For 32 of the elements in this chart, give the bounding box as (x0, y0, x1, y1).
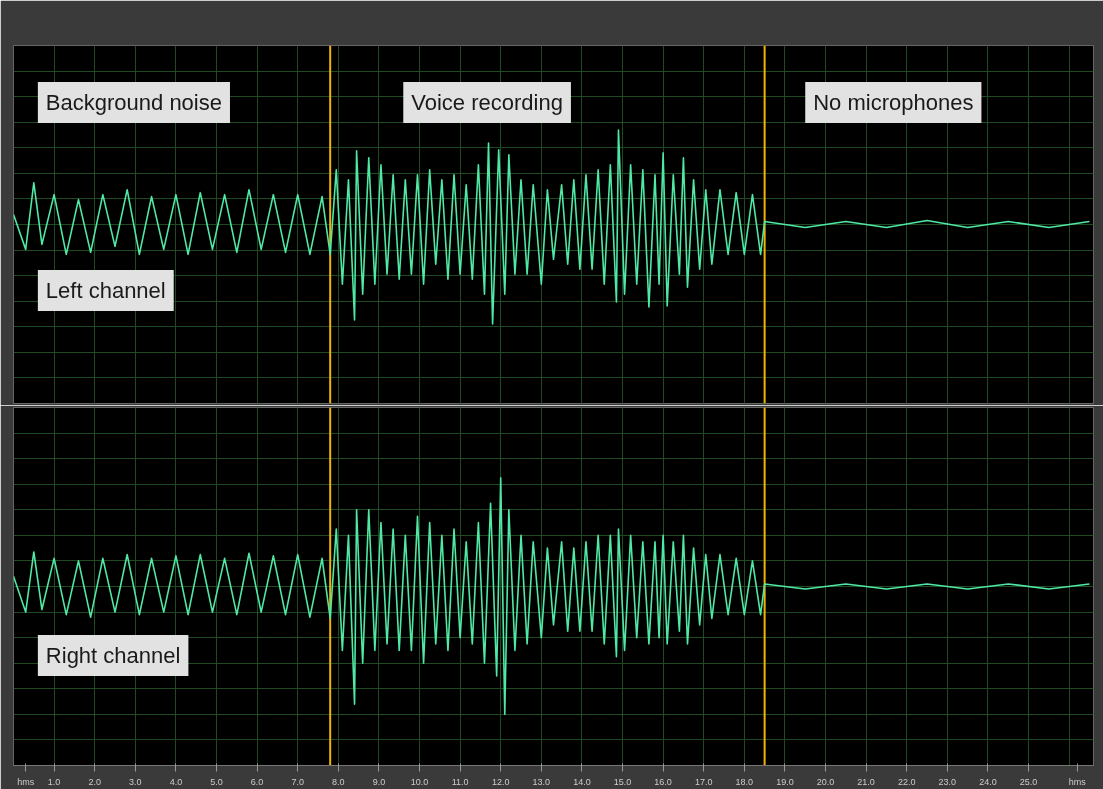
x-tick-label: 8.0 (332, 776, 345, 787)
text: No microphones (813, 90, 974, 116)
x-tick-label: 13.0 (532, 776, 551, 787)
x-tick-label: 10.0 (410, 776, 429, 787)
x-tick-label: 16.0 (654, 776, 672, 787)
x-tick-label: 18.0 (735, 776, 754, 787)
x-tick-label: 14.0 (573, 776, 591, 787)
x-tick-label: 7.0 (291, 776, 304, 787)
x-tick-label: 23.0 (938, 776, 957, 787)
annotation: Right channel (45, 643, 181, 668)
x-tick-label: hms (17, 776, 35, 787)
x-tick-label: 21.0 (857, 776, 875, 787)
x-tick-label: 20.0 (816, 776, 835, 787)
x-tick-label: 25.0 (1019, 776, 1038, 787)
text: Voice recording (411, 90, 563, 116)
x-tick-label: 3.0 (129, 776, 142, 787)
x-tick-label: 24.0 (979, 776, 997, 787)
text: Background noise (45, 90, 222, 116)
x-tick-label: 4.0 (169, 776, 183, 787)
annotation: Left channel (45, 278, 166, 304)
x-tick-label: 9.0 (372, 776, 386, 787)
x-tick-label: 1.0 (47, 776, 61, 787)
x-tick-label: 17.0 (694, 776, 713, 787)
x-tick-label: 12.0 (491, 776, 510, 787)
x-tick-label: 22.0 (897, 776, 916, 787)
x-tick-label: 15.0 (613, 776, 632, 787)
x-tick-label: 2.0 (88, 776, 101, 787)
x-tick-label: 6.0 (250, 776, 264, 787)
x-tick-label: 5.0 (210, 776, 223, 787)
x-tick-label: hms (1068, 776, 1087, 787)
x-tick-label: 19.0 (776, 776, 794, 787)
x-tick-label: 11.0 (451, 776, 469, 787)
